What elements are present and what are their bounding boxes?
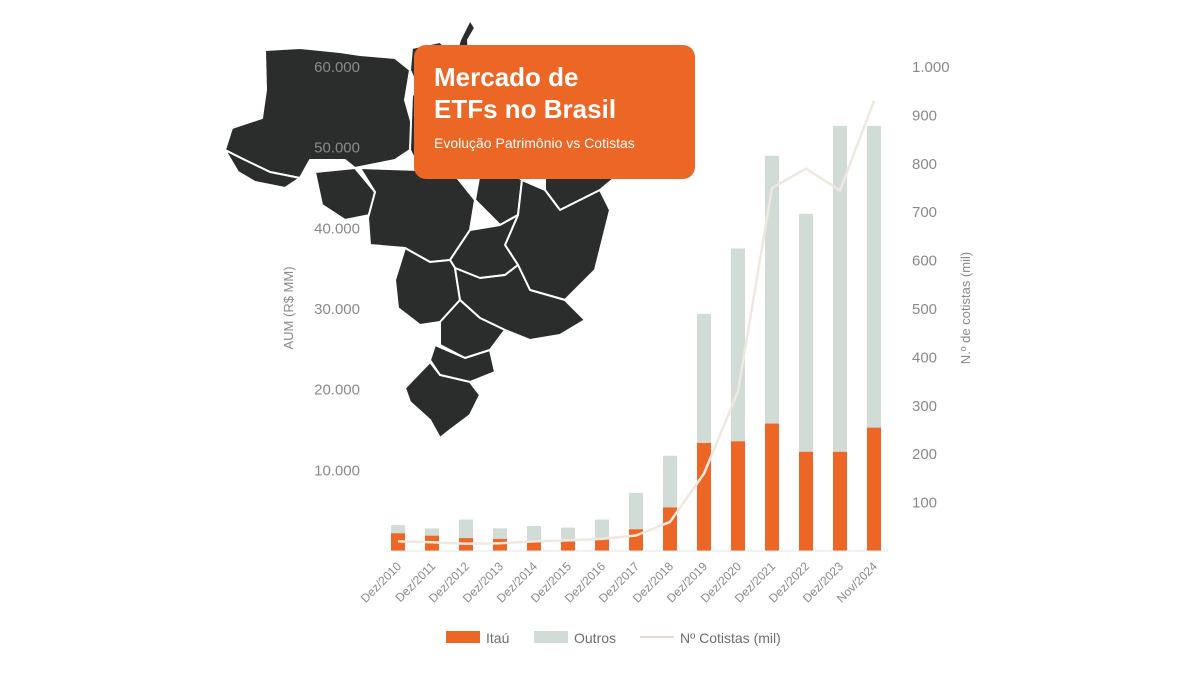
bar-outros [663,455,677,508]
bar-outros [595,519,609,539]
legend-outros-swatch [534,631,568,643]
chart-title-line2: ETFs no Brasil [434,94,617,124]
legend-cotistas-label: Nº Cotistas (mil) [680,630,781,646]
bar-outros [561,527,575,542]
bar-outros [731,248,745,442]
bar-outros [629,492,643,530]
map-state-pr [429,344,496,383]
map-state-rs [404,361,481,439]
legend-outros: Outros [534,630,616,646]
chart-legend: Itaú Outros Nº Cotistas (mil) [446,630,781,646]
y2-tick-label: 600 [912,253,937,270]
bar-itau [799,451,813,551]
map-state-ac [224,149,301,189]
bar-itau [697,442,711,551]
bar-outros [833,125,847,452]
chart-title-line1: Mercado de [434,62,579,92]
y2-tick-label: 1.000 [912,59,950,76]
y-tick-label: 20.000 [314,382,360,399]
y2-tick-label: 900 [912,107,937,124]
y-tick-label: 30.000 [314,301,360,318]
title-card: Mercado de ETFs no Brasil Evolução Patri… [414,45,695,179]
chart-subtitle: Evolução Patrimônio vs Cotistas [434,135,635,151]
bar-outros [527,525,541,541]
legend-itau-label: Itaú [486,630,509,646]
y2-axis-label: N.º de cotistas (mil) [958,252,973,364]
y-tick-label: 40.000 [314,220,360,237]
y2-tick-label: 800 [912,156,937,173]
bar-outros [459,519,473,539]
bar-outros [425,528,439,536]
y-tick-label: 50.000 [314,140,360,157]
legend-cotistas: Nº Cotistas (mil) [640,630,781,646]
bar-itau [731,441,745,551]
bar-outros [697,313,711,443]
bar-outros [391,525,405,534]
cotistas-line-layer [397,100,876,545]
bar-outros [867,125,881,428]
bar-outros [799,213,813,452]
legend-outros-label: Outros [574,630,616,646]
bar-itau [527,540,541,551]
bar-itau [493,538,507,551]
y2-tick-label: 500 [912,301,937,318]
y2-tick-label: 700 [912,204,937,221]
bars-layer [391,125,881,551]
legend-itau-swatch [446,631,480,643]
y2-tick-label: 300 [912,398,937,415]
map-state-sp [439,299,506,359]
y-tick-label: 60.000 [314,59,360,76]
bar-itau [595,538,609,551]
legend-itau: Itaú [446,630,509,646]
y2-tick-label: 200 [912,446,937,463]
y-tick-label: 10.000 [314,462,360,479]
bar-outros [765,155,779,424]
bar-outros [493,528,507,539]
y2-tick-label: 400 [912,349,937,366]
bar-itau [833,451,847,551]
bar-itau [765,423,779,551]
bar-itau [867,427,881,551]
y2-tick-label: 100 [912,495,937,512]
y-axis-label: AUM (R$ MM) [281,266,296,349]
map-state-am [224,47,413,179]
bar-itau [561,541,575,551]
series-line-cotistas [397,100,876,545]
